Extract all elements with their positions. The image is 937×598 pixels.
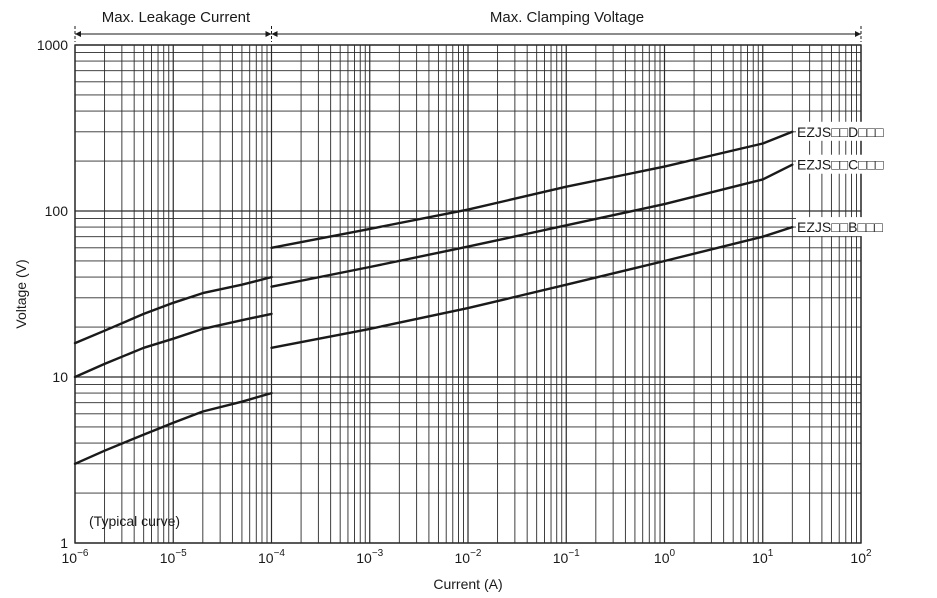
series-line-2-segment-1 [73,312,273,379]
series-label-1: EZJS□□D□□□ [797,124,884,140]
x-tick-label-9: 102 [850,548,872,566]
region-bracket-arrow [75,31,81,37]
region-bracket-arrow [271,31,278,37]
x-axis-title: Current (A) [433,576,502,592]
x-tick-label-1: 10−6 [62,548,89,566]
y-tick-label-2: 10 [52,369,68,385]
x-tick-label-4: 10−3 [356,548,383,566]
y-tick-label-4: 1000 [37,37,68,53]
x-tick-label-2: 10−5 [160,548,187,566]
series-group [73,130,794,465]
series-line-2-segment-2 [270,163,794,288]
region-bracket-arrow [265,31,272,37]
series-labels: EZJS□□D□□□ EZJS□□C□□□ EZJS□□B□□□ [796,121,936,237]
y-axis-title: Voltage (V) [13,259,29,328]
series-label-bg [796,154,936,174]
series-label-3: EZJS□□B□□□ [797,219,883,235]
series-line-3-segment-1 [73,391,273,465]
series-label-bg [796,217,936,237]
region-bracket-arrow [855,31,861,37]
y-tick-label-1: 1 [60,535,68,551]
region-label-clamping: Max. Clamping Voltage [490,9,644,26]
series-label-2: EZJS□□C□□□ [797,157,884,173]
x-tick-label-5: 10−2 [455,548,482,566]
region-brackets [74,26,862,42]
series-line-1-segment-1 [73,275,273,345]
x-tick-label-3: 10−4 [258,548,285,566]
typical-curve-annotation: (Typical curve) [89,513,180,529]
labels: Current (A) Voltage (V) (Typical curve) … [13,9,644,592]
x-tick-label-6: 10−1 [553,548,580,566]
series-line-1-segment-2 [270,130,794,249]
series-line-3-segment-2 [270,225,794,349]
tick-labels: 10−6 10−5 10−4 10−3 10−2 10−1 100 101 102 1 10 100 1… [37,37,872,566]
y-tick-label-3: 100 [45,203,69,219]
x-tick-label-7: 100 [654,548,676,566]
grid [74,44,862,544]
x-tick-label-8: 101 [752,548,774,566]
region-label-leakage: Max. Leakage Current [102,9,251,26]
series-label-bg [796,121,936,141]
plot-frame [74,44,862,544]
